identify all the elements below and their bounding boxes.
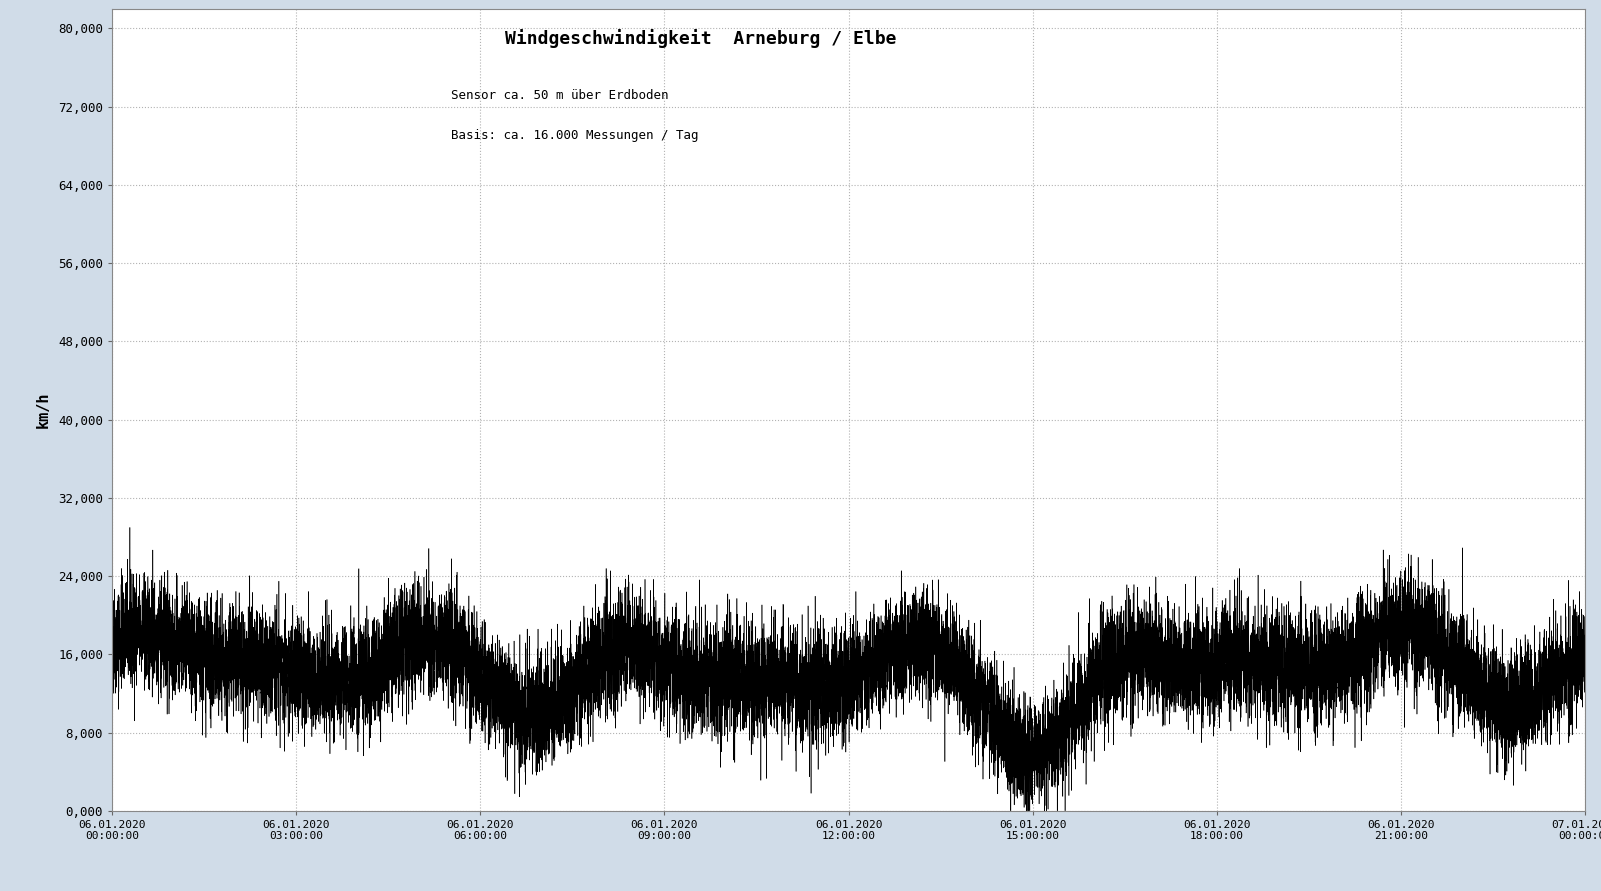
Text: Basis: ca. 16.000 Messungen / Tag: Basis: ca. 16.000 Messungen / Tag — [451, 129, 698, 143]
Y-axis label: km/h: km/h — [37, 392, 51, 428]
Text: Sensor ca. 50 m über Erdboden: Sensor ca. 50 m über Erdboden — [451, 89, 668, 102]
Text: Windgeschwindigkeit  Arneburg / Elbe: Windgeschwindigkeit Arneburg / Elbe — [506, 29, 897, 48]
